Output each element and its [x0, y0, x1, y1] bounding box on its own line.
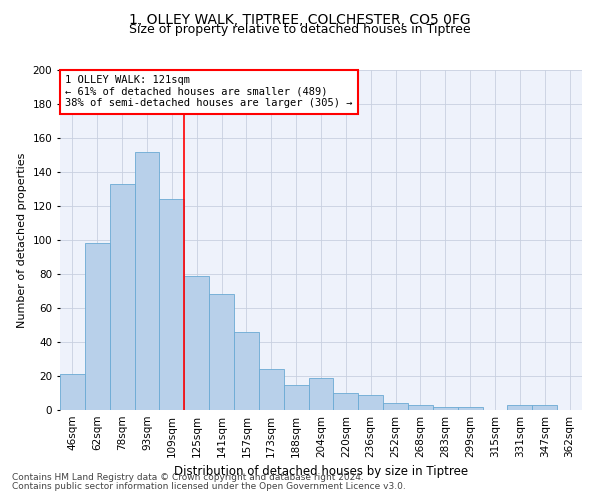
Bar [134, 152, 160, 410]
Bar [308, 378, 334, 410]
Bar [383, 403, 408, 410]
X-axis label: Distribution of detached houses by size in Tiptree: Distribution of detached houses by size … [174, 466, 468, 478]
Bar [532, 405, 557, 410]
Bar [184, 276, 209, 410]
Bar [458, 406, 482, 410]
Bar [234, 332, 259, 410]
Text: Contains HM Land Registry data © Crown copyright and database right 2024.: Contains HM Land Registry data © Crown c… [12, 474, 364, 482]
Bar [85, 244, 110, 410]
Text: 1 OLLEY WALK: 121sqm
← 61% of detached houses are smaller (489)
38% of semi-deta: 1 OLLEY WALK: 121sqm ← 61% of detached h… [65, 75, 353, 108]
Bar [334, 393, 358, 410]
Text: 1, OLLEY WALK, TIPTREE, COLCHESTER, CO5 0FG: 1, OLLEY WALK, TIPTREE, COLCHESTER, CO5 … [129, 12, 471, 26]
Y-axis label: Number of detached properties: Number of detached properties [17, 152, 27, 328]
Bar [160, 199, 184, 410]
Text: Contains public sector information licensed under the Open Government Licence v3: Contains public sector information licen… [12, 482, 406, 491]
Bar [433, 406, 458, 410]
Bar [110, 184, 134, 410]
Bar [408, 405, 433, 410]
Bar [209, 294, 234, 410]
Text: Size of property relative to detached houses in Tiptree: Size of property relative to detached ho… [129, 22, 471, 36]
Bar [259, 369, 284, 410]
Bar [358, 394, 383, 410]
Bar [508, 405, 532, 410]
Bar [284, 384, 308, 410]
Bar [60, 374, 85, 410]
